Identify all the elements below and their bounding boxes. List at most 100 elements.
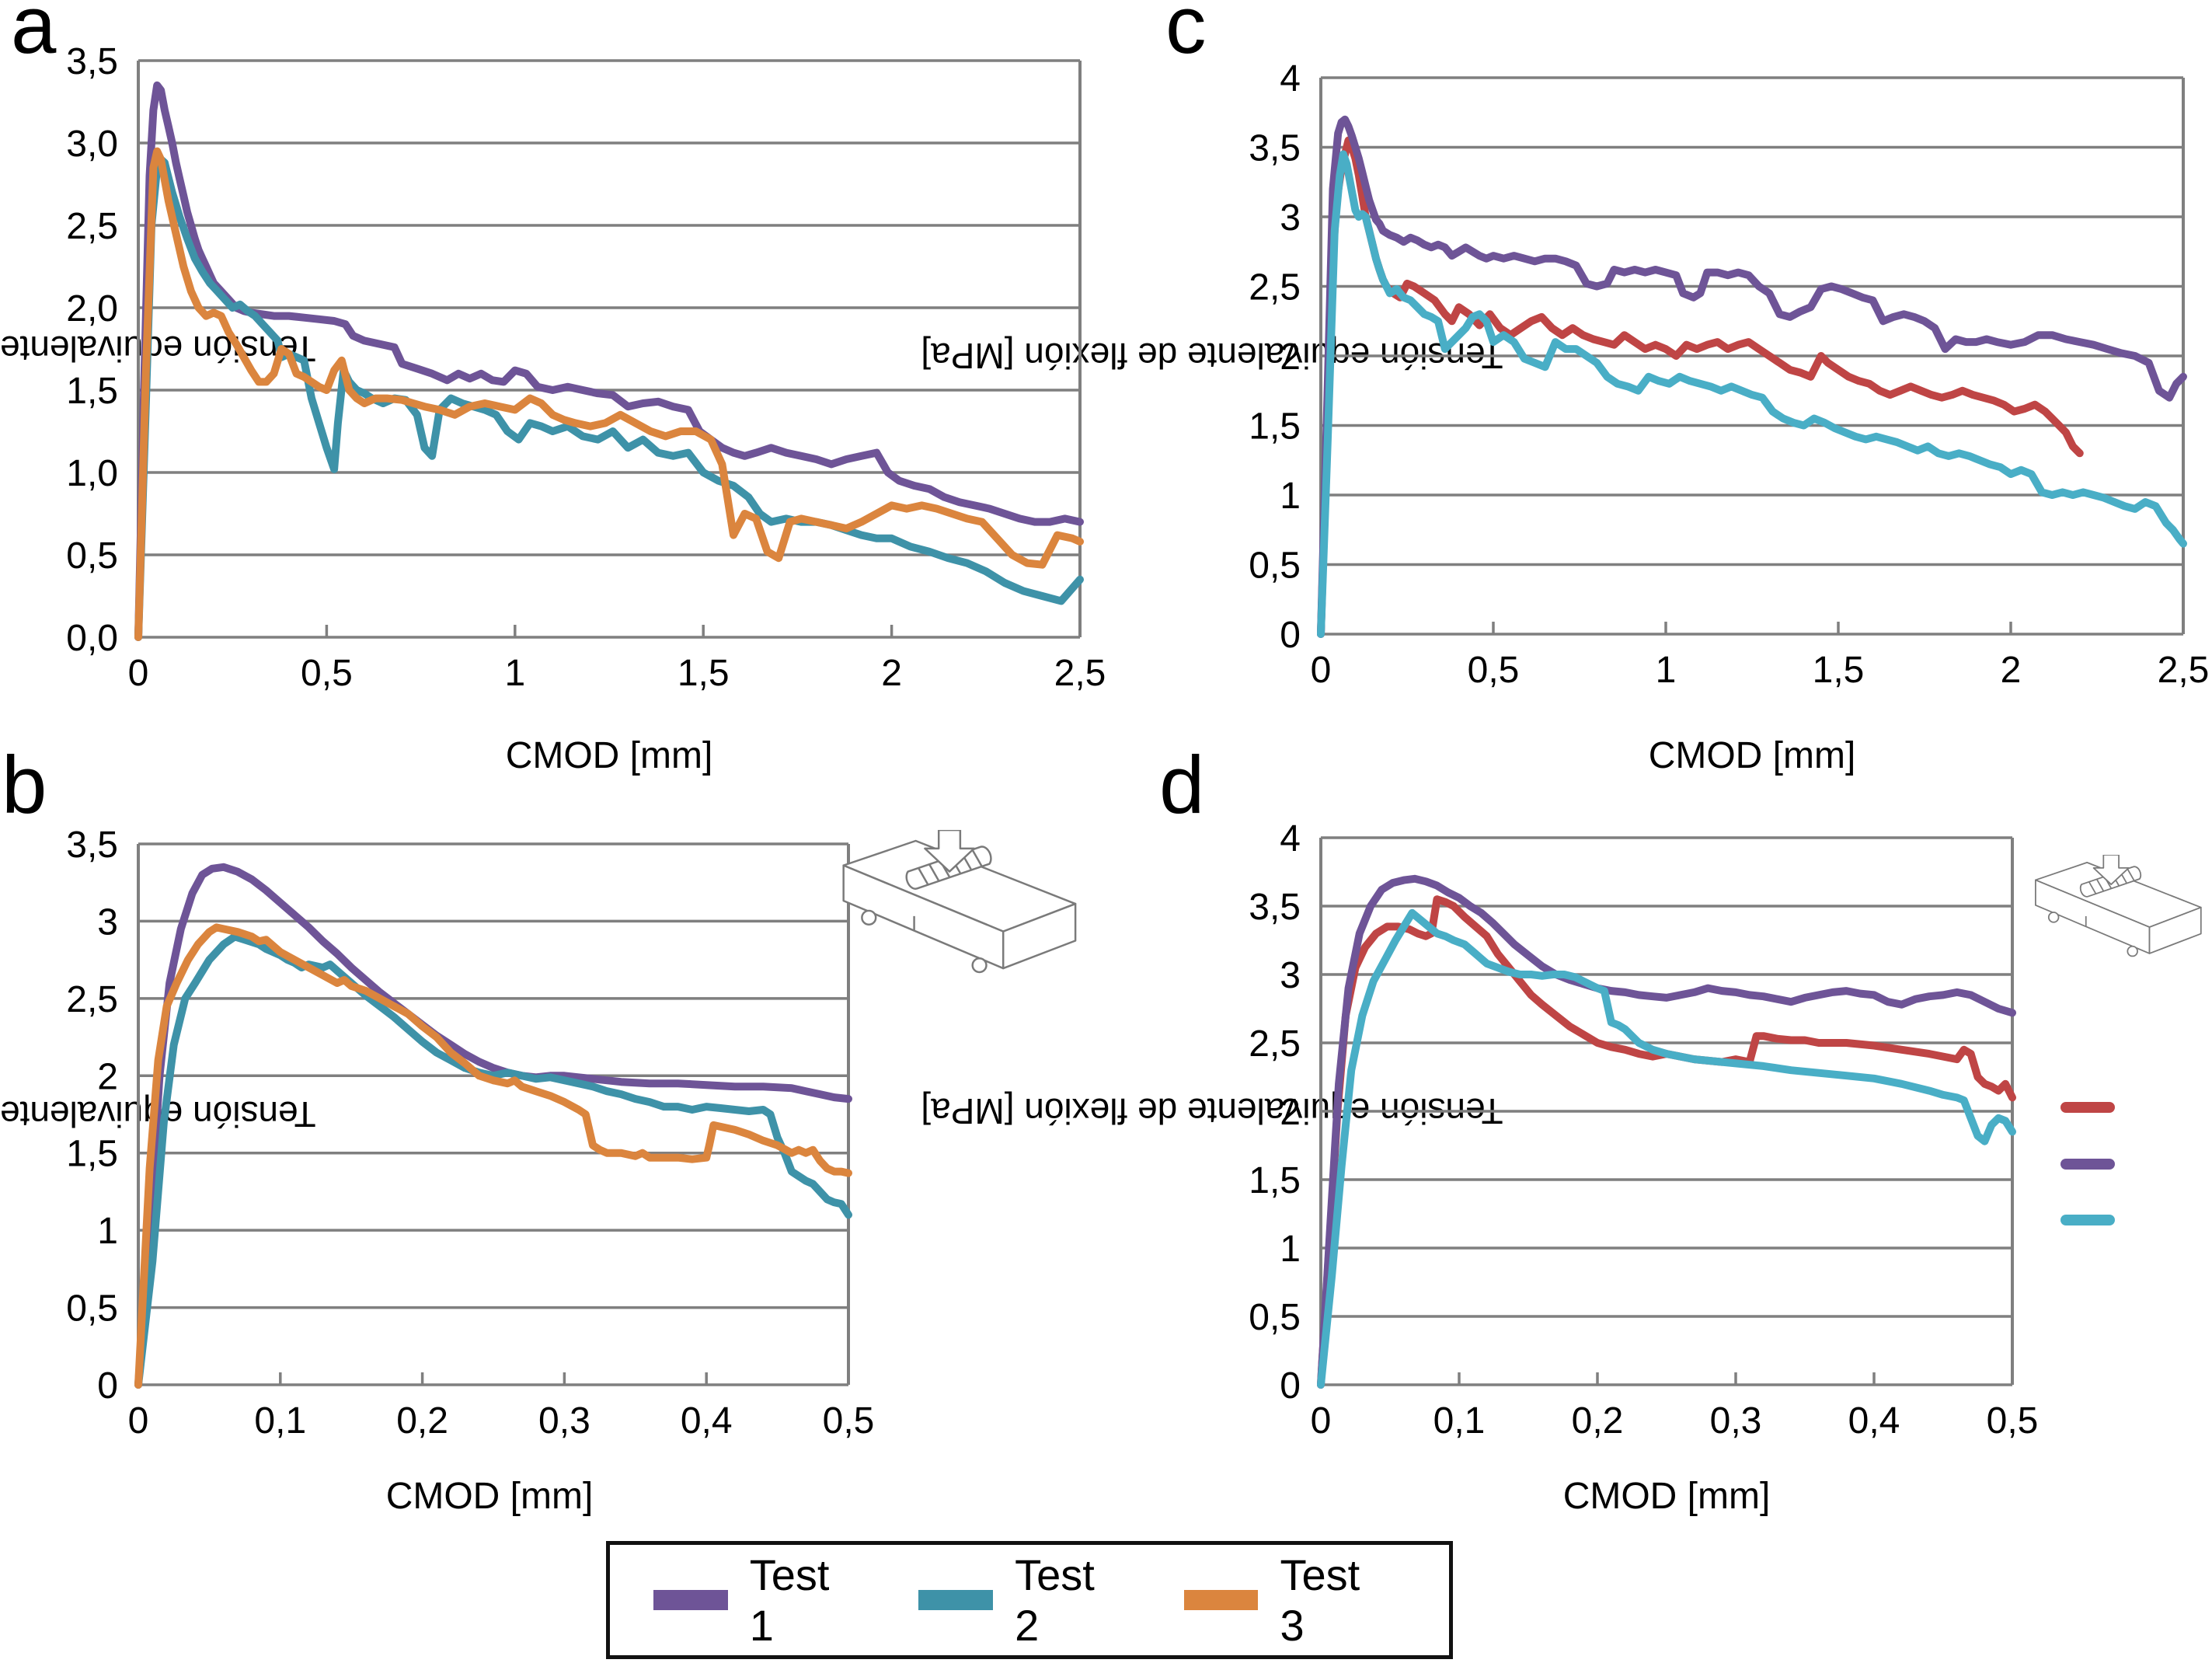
y-tick-label: 1,0 <box>66 453 118 494</box>
legend-label-test3: Test 3 <box>1280 1550 1360 1650</box>
beam-test-setup-icon-b <box>842 830 1077 974</box>
y-tick-label: 2 <box>1280 336 1301 378</box>
x-tick-label: 2,5 <box>1054 653 1106 694</box>
support-roller-left <box>861 909 877 926</box>
y-tick-label: 1,5 <box>66 371 118 412</box>
x-tick-label: 2 <box>881 653 902 694</box>
mini-legend-swatch-red <box>2060 1102 2115 1113</box>
legend-item-test3: Test 3 <box>1183 1550 1378 1651</box>
legend: Test 1 Test 2 Test 3 <box>606 1541 1453 1659</box>
x-tick-label: 0 <box>128 653 149 694</box>
y-tick-label: 3 <box>97 901 118 943</box>
legend-label-test2: Test 2 <box>1015 1550 1095 1650</box>
y-tick-label: 0 <box>1280 1365 1301 1407</box>
x-tick-label: 0,1 <box>254 1400 306 1442</box>
y-tick-label: 2 <box>97 1056 118 1097</box>
y-tick-label: 1,5 <box>66 1134 118 1175</box>
legend-swatch-test2 <box>918 1590 994 1610</box>
series-line-test-1 <box>1317 895 2016 1389</box>
x-tick-label: 0,2 <box>396 1400 448 1442</box>
beam-test-setup-icon-d <box>2035 855 2202 957</box>
series-line-test-2 <box>134 933 852 1389</box>
x-tick-label: 0,5 <box>1468 650 1520 691</box>
y-tick-label: 1 <box>97 1211 118 1252</box>
y-tick-label: 1,5 <box>1249 1160 1301 1201</box>
x-tick-label: 2,5 <box>2158 650 2210 691</box>
x-axis-label-b: CMOD [mm] <box>385 1476 594 1517</box>
y-tick-label: 1,5 <box>1249 406 1301 448</box>
y-tick-label: 2,5 <box>1249 1023 1301 1065</box>
series-line-test-3 <box>1317 150 2187 638</box>
support-roller-left <box>2047 912 2060 923</box>
x-tick-label: 0 <box>1311 650 1332 691</box>
y-tick-label: 4 <box>1280 58 1301 99</box>
x-tick-label: 1,5 <box>678 653 730 694</box>
x-tick-label: 0,3 <box>538 1400 590 1442</box>
chart-panel-b: 0 0,1 0,2 0,3 0,4 0,5 3,5 3 2,5 2 1,5 1 0,5 0 <box>66 825 874 1442</box>
y-tick-label: 2 <box>1280 1092 1301 1133</box>
y-tick-label: 2,5 <box>1249 267 1301 309</box>
y-tick-label: 0,5 <box>1249 546 1301 587</box>
y-tick-label: 0 <box>97 1365 118 1407</box>
load-arrow-icon <box>924 830 975 873</box>
x-tick-label: 1 <box>1656 650 1677 691</box>
y-tick-label: 0 <box>1280 615 1301 656</box>
legend-item-test2: Test 2 <box>918 1550 1112 1651</box>
y-tick-label: 1 <box>1280 1229 1301 1270</box>
x-tick-label: 0,4 <box>1848 1400 1900 1442</box>
series-line-test-2 <box>1317 874 2016 1389</box>
y-tick-label: 3 <box>1280 197 1301 239</box>
panel-letter-d: d <box>1159 740 1205 831</box>
x-tick-label: 0,5 <box>823 1400 875 1442</box>
load-arrow-icon <box>2092 855 2130 885</box>
panel-d-mini-legend <box>2060 1096 2123 1236</box>
x-tick-label: 0,4 <box>681 1400 733 1442</box>
x-tick-label: 0,5 <box>1987 1400 2039 1442</box>
x-tick-label: 0 <box>128 1400 149 1442</box>
y-tick-label: 3 <box>1280 955 1301 996</box>
x-tick-label: 0,2 <box>1572 1400 1624 1442</box>
y-tick-label: 0,5 <box>66 535 118 577</box>
support-roller-right <box>2127 945 2138 957</box>
chart-panel-a: 0 0,5 1 1,5 2 2,5 3,5 3,0 2,5 2,0 1,5 1,0 0,5 0,0 <box>66 41 1106 694</box>
legend-label-test1: Test 1 <box>749 1550 830 1650</box>
y-tick-label: 0,5 <box>1249 1297 1301 1338</box>
legend-swatch-test3 <box>1183 1590 1259 1610</box>
series-line-test-3 <box>134 923 852 1389</box>
series-line-test-3 <box>1317 908 2016 1389</box>
y-tick-label: 3,5 <box>66 825 118 866</box>
y-tick-label: 2,5 <box>66 206 118 247</box>
x-tick-label: 0,1 <box>1433 1400 1486 1442</box>
y-tick-label: 3,5 <box>66 41 118 82</box>
y-tick-label: 2,0 <box>66 288 118 329</box>
x-tick-label: 2 <box>2001 650 2022 691</box>
support-roller-right <box>971 957 988 974</box>
y-tick-label: 3,5 <box>1249 887 1301 928</box>
y-tick-label: 0,0 <box>66 618 118 659</box>
panel-letter-a: a <box>11 0 57 71</box>
chart-panel-d: 0 0,1 0,2 0,3 0,4 0,5 4 3,5 3 2,5 2 1,5 1 0,5 0 <box>1249 818 2038 1442</box>
y-tick-label: 4 <box>1280 818 1301 859</box>
y-tick-label: 3,0 <box>66 124 118 165</box>
x-tick-label: 0 <box>1311 1400 1332 1442</box>
y-tick-label: 0,5 <box>66 1288 118 1330</box>
chart-panel-c: 0 0,5 1 1,5 2 2,5 4 3,5 3 2,5 2 1,5 1 0,5 0 <box>1249 58 2209 691</box>
y-tick-label: 2,5 <box>66 979 118 1020</box>
series-line-test-1 <box>134 81 1084 641</box>
x-tick-label: 0,5 <box>301 653 353 694</box>
panel-letter-b: b <box>2 740 47 831</box>
series-line-test-2 <box>1317 115 2187 638</box>
x-axis-label-c: CMOD [mm] <box>1648 735 1856 776</box>
y-tick-label: 3,5 <box>1249 128 1301 169</box>
legend-swatch-test1 <box>653 1590 728 1610</box>
x-axis-label-a: CMOD [mm] <box>505 735 713 776</box>
x-axis-label-d: CMOD [mm] <box>1562 1476 1771 1517</box>
x-tick-label: 0,3 <box>1710 1400 1762 1442</box>
x-tick-label: 1,5 <box>1813 650 1865 691</box>
mini-legend-swatch-cyan <box>2060 1215 2115 1225</box>
legend-item-test1: Test 1 <box>653 1550 847 1651</box>
mini-legend-swatch-purple <box>2060 1159 2115 1170</box>
x-tick-label: 1 <box>504 653 525 694</box>
series-line-test-3 <box>134 147 1084 641</box>
